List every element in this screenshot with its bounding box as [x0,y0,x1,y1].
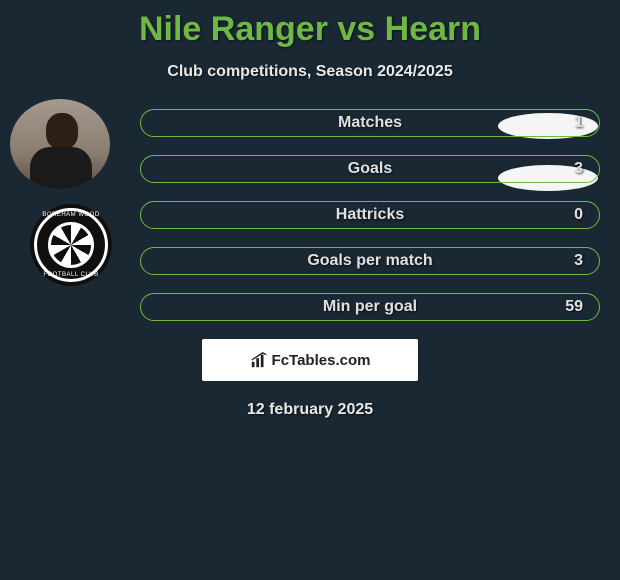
stat-row: Goals 3 [140,155,600,183]
stat-value: 3 [574,252,583,270]
page-title: Nile Ranger vs Hearn [0,0,620,49]
stat-rows: Matches 1 Goals 3 Hattricks 0 Goals per … [140,109,600,321]
footer-logo-box[interactable]: FcTables.com [202,339,418,381]
stat-value: 1 [574,114,583,132]
comparison-content: BOREHAM WOOD FOOTBALL CLUB Matches 1 Goa… [0,109,620,419]
stat-row: Hattricks 0 [140,201,600,229]
stat-value: 3 [574,160,583,178]
club-badge-text-top: BOREHAM WOOD [42,212,99,218]
club-badge: BOREHAM WOOD FOOTBALL CLUB [30,204,112,286]
date-text: 12 february 2025 [0,401,620,419]
stat-label: Goals per match [307,252,432,270]
chart-icon [250,351,268,369]
stat-label: Matches [338,114,402,132]
footer-logo-text: FcTables.com [272,352,371,369]
stat-row: Min per goal 59 [140,293,600,321]
stat-value: 0 [574,206,583,224]
stat-row: Goals per match 3 [140,247,600,275]
stat-value: 59 [565,298,583,316]
stat-label: Hattricks [336,206,404,224]
player-avatar [10,99,110,189]
stat-label: Min per goal [323,298,417,316]
club-badge-text-bottom: FOOTBALL CLUB [43,272,98,278]
subtitle: Club competitions, Season 2024/2025 [0,63,620,81]
stat-row: Matches 1 [140,109,600,137]
stat-label: Goals [348,160,392,178]
